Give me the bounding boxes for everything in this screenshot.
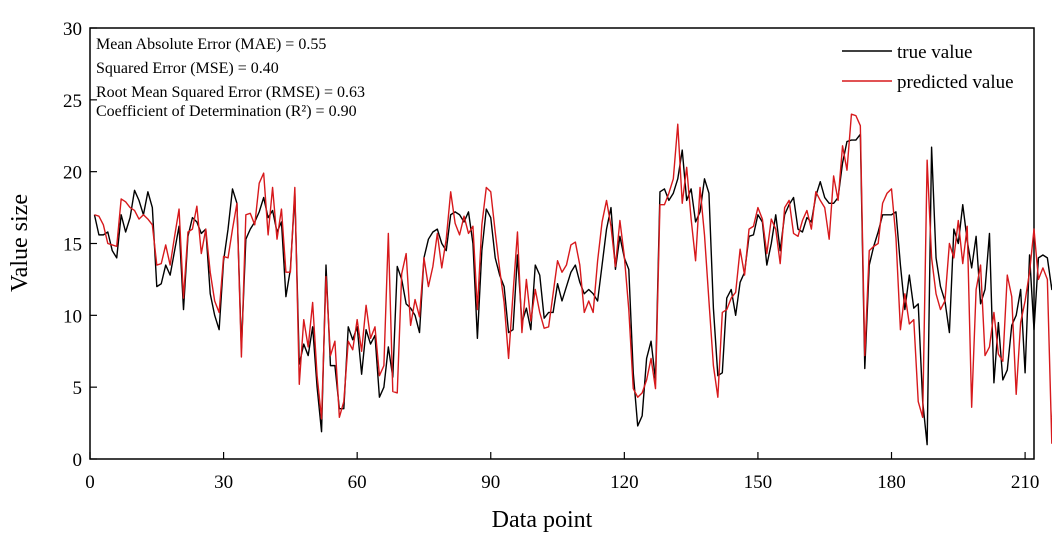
y-tick-label: 25 [63,91,82,112]
metric-mae: Mean Absolute Error (MAE) = 0.55 [96,36,326,53]
axis-ticks: 0 30 60 90 120 150 180 210 0 5 10 15 20 25 30 [63,19,1039,493]
y-axis-title: Value size [7,194,33,292]
metric-mse: Squared Error (MSE) = 0.40 [96,60,279,77]
x-tick-label: 150 [744,472,773,493]
x-tick-label: 60 [348,472,367,493]
y-tick-label: 5 [73,378,83,399]
x-tick-label: 120 [610,472,639,493]
x-axis-title: Data point [492,507,593,533]
series-line-predicted-value [94,113,1052,444]
legend-label-predicted-value: predicted value [897,72,1014,93]
legend: true value predicted value [842,42,1014,93]
x-tick-label: 180 [877,472,906,493]
x-tick-label: 90 [481,472,500,493]
x-tick-label: 0 [85,472,95,493]
metric-r2: Coefficient of Determination (R²) = 0.90 [96,103,357,120]
x-tick-label: 210 [1011,472,1040,493]
y-tick-label: 30 [63,19,82,40]
y-tick-label: 0 [73,450,83,471]
series-line-true-value [93,133,1052,446]
y-tick-label: 20 [63,163,82,184]
y-tick-label: 15 [63,235,82,256]
series-layer [93,113,1052,446]
x-tick-label: 30 [214,472,233,493]
metric-rmse: Root Mean Squared Error (RMSE) = 0.63 [96,84,365,101]
y-tick-label: 10 [63,306,82,327]
legend-label-true-value: true value [897,42,972,63]
metrics-annotation: Mean Absolute Error (MAE) = 0.55 Squared… [96,36,365,120]
